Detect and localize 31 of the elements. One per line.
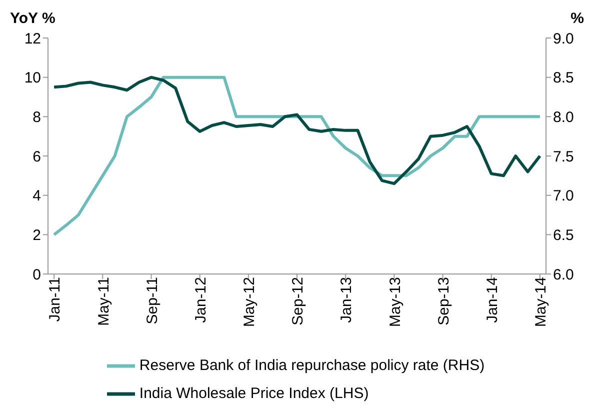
x-tick-label: Sep-11 — [144, 277, 161, 324]
y2-tick-label: 6.5 — [553, 226, 574, 244]
x-tick-label: May-11 — [95, 277, 112, 326]
y-tick-label: 8 — [32, 108, 41, 126]
x-tick-label: Jan-11 — [46, 277, 64, 322]
y-tick-label: 10 — [24, 70, 41, 87]
x-tick-label: May-14 — [532, 277, 550, 328]
legend-label: India Wholesale Price Index (LHS) — [139, 384, 369, 402]
x-tick-label: Jan-12 — [192, 277, 210, 323]
y-tick-label: 2 — [32, 226, 41, 244]
x-tick-label: Jan-14 — [484, 277, 501, 323]
x-tick-label: Sep-13 — [435, 277, 452, 326]
x-tick-label: May-13 — [386, 277, 404, 328]
line-series — [52, 76, 542, 186]
x-tick-label: May-12 — [241, 277, 258, 328]
legend-label: Reserve Bank of India repurchase policy rate (RHS) — [139, 356, 485, 374]
y-tick-label: 0 — [32, 266, 41, 284]
y-tick-label: 6 — [32, 148, 41, 166]
y2-tick-label: 7.5 — [553, 148, 574, 166]
y-tick-label: 12 — [24, 30, 41, 48]
x-tick-label: Jan-13 — [338, 277, 356, 323]
y-tick-label: 4 — [32, 188, 41, 205]
y2-tick-label: 7.0 — [553, 188, 574, 205]
y2-tick-label: 8.5 — [553, 70, 574, 87]
y2-tick-label: 6.0 — [553, 266, 574, 284]
y2-tick-label: 8.0 — [553, 108, 574, 126]
y2-tick-label: 9.0 — [553, 30, 574, 48]
y-axis-title: YoY % — [10, 10, 56, 27]
y2-axis-title: % — [570, 10, 584, 27]
x-tick-label: Sep-12 — [290, 277, 307, 326]
line-series — [52, 76, 542, 236]
